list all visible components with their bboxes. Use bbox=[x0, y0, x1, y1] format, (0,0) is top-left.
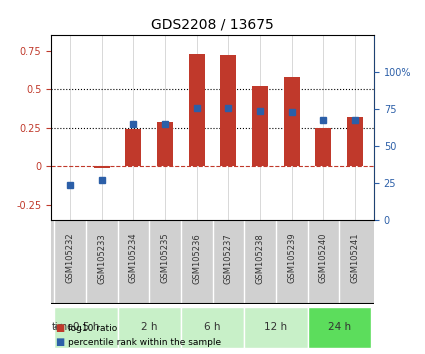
Text: GSM105240: GSM105240 bbox=[319, 233, 328, 283]
Text: ■: ■ bbox=[55, 337, 65, 347]
Text: percentile rank within the sample: percentile rank within the sample bbox=[68, 338, 221, 347]
Bar bbox=[284, 77, 300, 166]
Text: 12 h: 12 h bbox=[264, 322, 287, 332]
Text: 0.5 h: 0.5 h bbox=[73, 322, 99, 332]
Text: GSM105236: GSM105236 bbox=[192, 233, 201, 284]
Text: GSM105232: GSM105232 bbox=[65, 233, 74, 284]
Text: log10 ratio: log10 ratio bbox=[68, 324, 117, 333]
Text: GSM105237: GSM105237 bbox=[224, 233, 233, 284]
Bar bbox=[315, 128, 331, 166]
Text: GSM105238: GSM105238 bbox=[255, 233, 264, 284]
Bar bbox=[221, 56, 236, 166]
FancyBboxPatch shape bbox=[244, 307, 308, 348]
Bar bbox=[157, 122, 173, 166]
FancyBboxPatch shape bbox=[117, 307, 181, 348]
Text: GSM105233: GSM105233 bbox=[97, 233, 106, 284]
Text: GSM105234: GSM105234 bbox=[129, 233, 138, 284]
Text: GSM105241: GSM105241 bbox=[351, 233, 360, 283]
Bar bbox=[189, 54, 204, 166]
Text: time: time bbox=[51, 322, 74, 332]
FancyBboxPatch shape bbox=[308, 307, 371, 348]
Bar bbox=[252, 86, 268, 166]
Bar bbox=[125, 129, 141, 166]
Text: GDS2208 / 13675: GDS2208 / 13675 bbox=[151, 18, 274, 32]
Bar bbox=[347, 117, 363, 166]
Text: ■: ■ bbox=[55, 323, 65, 333]
Text: 6 h: 6 h bbox=[204, 322, 221, 332]
Text: 2 h: 2 h bbox=[141, 322, 157, 332]
FancyBboxPatch shape bbox=[54, 307, 117, 348]
Text: GSM105235: GSM105235 bbox=[161, 233, 170, 284]
Bar bbox=[94, 166, 110, 168]
FancyBboxPatch shape bbox=[181, 307, 244, 348]
Text: GSM105239: GSM105239 bbox=[287, 233, 296, 284]
Text: 24 h: 24 h bbox=[328, 322, 351, 332]
